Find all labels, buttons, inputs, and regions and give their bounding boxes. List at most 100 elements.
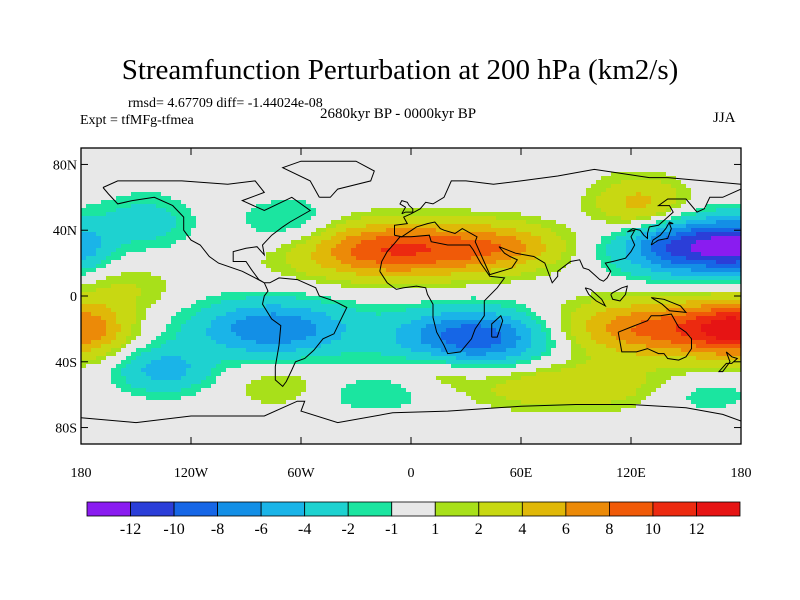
field-cell <box>566 212 572 217</box>
field-cell <box>396 156 402 161</box>
field-cell <box>111 236 117 241</box>
field-cell <box>381 280 387 285</box>
field-cell <box>141 228 147 233</box>
field-cell <box>221 220 227 225</box>
streamfunction-field <box>81 148 741 444</box>
field-cell <box>501 264 507 269</box>
field-cell <box>436 212 442 217</box>
field-cell <box>561 172 567 177</box>
field-cell <box>381 240 387 245</box>
field-cell <box>476 244 482 249</box>
field-cell <box>266 276 272 281</box>
field-cell <box>681 288 687 293</box>
period-label: 2680kyr BP - 0000kyr BP <box>320 106 477 122</box>
field-cell <box>486 252 492 257</box>
field-cell <box>661 240 667 245</box>
field-cell <box>386 232 392 237</box>
field-cell <box>451 168 457 173</box>
field-cell <box>506 260 512 265</box>
field-cell <box>581 152 587 157</box>
field-cell <box>551 184 557 189</box>
field-cell <box>241 176 247 181</box>
field-cell <box>126 296 132 301</box>
field-cell <box>306 184 312 189</box>
field-cell <box>461 184 467 189</box>
field-cell <box>221 180 227 185</box>
field-cell <box>606 152 612 157</box>
field-cell <box>461 296 467 301</box>
field-cell <box>401 212 407 217</box>
field-cell <box>136 284 142 289</box>
field-cell <box>651 260 657 265</box>
field-cell <box>386 268 392 273</box>
field-cell <box>711 188 717 193</box>
field-cell <box>201 152 207 157</box>
field-cell <box>676 168 682 173</box>
field-cell <box>331 228 337 233</box>
field-cell <box>246 292 252 297</box>
field-cell <box>226 168 232 173</box>
field-cell <box>501 212 507 217</box>
field-cell <box>526 156 532 161</box>
field-cell <box>536 248 542 253</box>
field-cell <box>206 200 212 205</box>
field-cell <box>136 232 142 237</box>
field-cell <box>491 192 497 197</box>
field-cell <box>286 192 292 197</box>
field-cell <box>421 280 427 285</box>
field-cell <box>326 216 332 221</box>
field-cell <box>356 228 362 233</box>
field-cell <box>546 220 552 225</box>
field-cell <box>216 208 222 213</box>
field-cell <box>446 208 452 213</box>
field-cell <box>626 196 632 201</box>
field-cell <box>641 204 647 209</box>
field-cell <box>371 184 377 189</box>
field-cell <box>206 224 212 229</box>
field-cell <box>181 184 187 189</box>
field-cell <box>696 152 702 157</box>
field-cell <box>131 152 137 157</box>
field-cell <box>441 212 447 217</box>
field-cell <box>266 280 272 285</box>
field-cell <box>326 284 332 289</box>
field-cell <box>496 188 502 193</box>
field-cell <box>161 292 167 297</box>
field-cell <box>671 232 677 237</box>
field-cell <box>476 148 482 153</box>
field-cell <box>216 148 222 153</box>
field-cell <box>211 252 217 257</box>
field-cell <box>216 188 222 193</box>
field-cell <box>306 276 312 281</box>
field-cell <box>496 220 502 225</box>
field-cell <box>446 164 452 169</box>
field-cell <box>371 220 377 225</box>
field-cell <box>266 152 272 157</box>
field-cell <box>116 188 122 193</box>
field-cell <box>306 232 312 237</box>
field-cell <box>116 176 122 181</box>
field-cell <box>711 244 717 249</box>
field-cell <box>691 200 697 205</box>
field-cell <box>311 176 317 181</box>
field-cell <box>606 228 612 233</box>
field-cell <box>541 196 547 201</box>
field-cell <box>186 180 192 185</box>
field-cell <box>361 268 367 273</box>
field-cell <box>146 148 152 153</box>
field-cell <box>326 180 332 185</box>
field-cell <box>271 284 277 289</box>
field-cell <box>706 272 712 277</box>
field-cell <box>636 220 642 225</box>
field-cell <box>331 216 337 221</box>
field-cell <box>281 252 287 257</box>
field-cell <box>601 164 607 169</box>
field-cell <box>546 280 552 285</box>
field-cell <box>561 236 567 241</box>
field-cell <box>251 228 257 233</box>
field-cell <box>356 296 362 301</box>
field-cell <box>281 192 287 197</box>
field-cell <box>171 288 177 293</box>
field-cell <box>436 148 442 153</box>
field-cell <box>461 232 467 237</box>
